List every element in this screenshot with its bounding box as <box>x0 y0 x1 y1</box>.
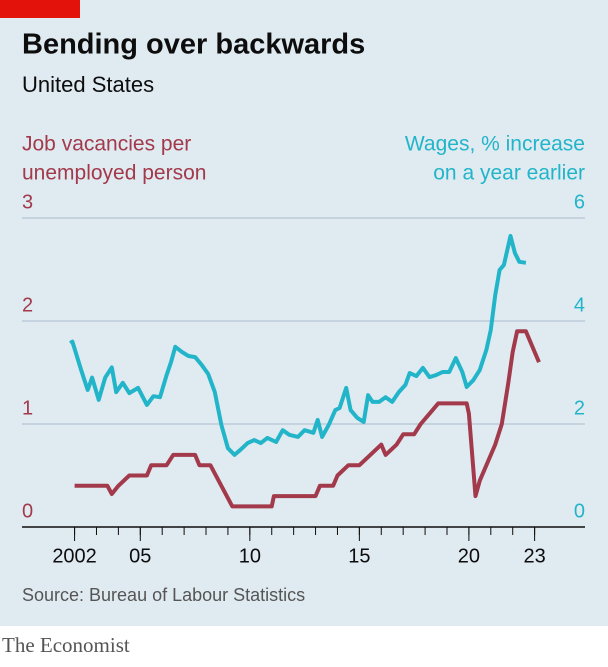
y2-axis-label: on a year earlier <box>433 162 585 185</box>
y-axis-label: Job vacancies per <box>22 133 191 156</box>
y-tick-label: 1 <box>22 397 33 419</box>
y2-axis-label: Wages, % increase <box>405 133 585 156</box>
x-tick-label: 10 <box>239 545 261 567</box>
chart-title: Bending over backwards <box>22 29 365 61</box>
x-tick-label: 15 <box>348 545 370 567</box>
y-tick-label: 0 <box>22 500 33 522</box>
y2-tick-label: 0 <box>574 500 585 522</box>
x-tick-label: 2002 <box>52 545 97 567</box>
y2-tick-label: 2 <box>574 397 585 419</box>
x-tick-label: 20 <box>458 545 480 567</box>
series-line <box>74 329 541 509</box>
y-tick-label: 3 <box>22 191 33 213</box>
y-tick-label: 2 <box>22 294 33 316</box>
brand: The Economist <box>2 633 130 657</box>
brand-tag <box>0 0 80 18</box>
chart-subtitle: United States <box>22 72 154 97</box>
x-tick-label: 05 <box>129 545 151 567</box>
y2-tick-label: 6 <box>574 191 585 213</box>
chart-background <box>0 0 608 626</box>
y2-tick-label: 4 <box>574 294 585 316</box>
series-line <box>69 234 527 457</box>
y-axis-label: unemployed person <box>22 162 206 185</box>
source: Source: Bureau of Labour Statistics <box>22 585 305 605</box>
x-tick-label: 23 <box>523 545 545 567</box>
